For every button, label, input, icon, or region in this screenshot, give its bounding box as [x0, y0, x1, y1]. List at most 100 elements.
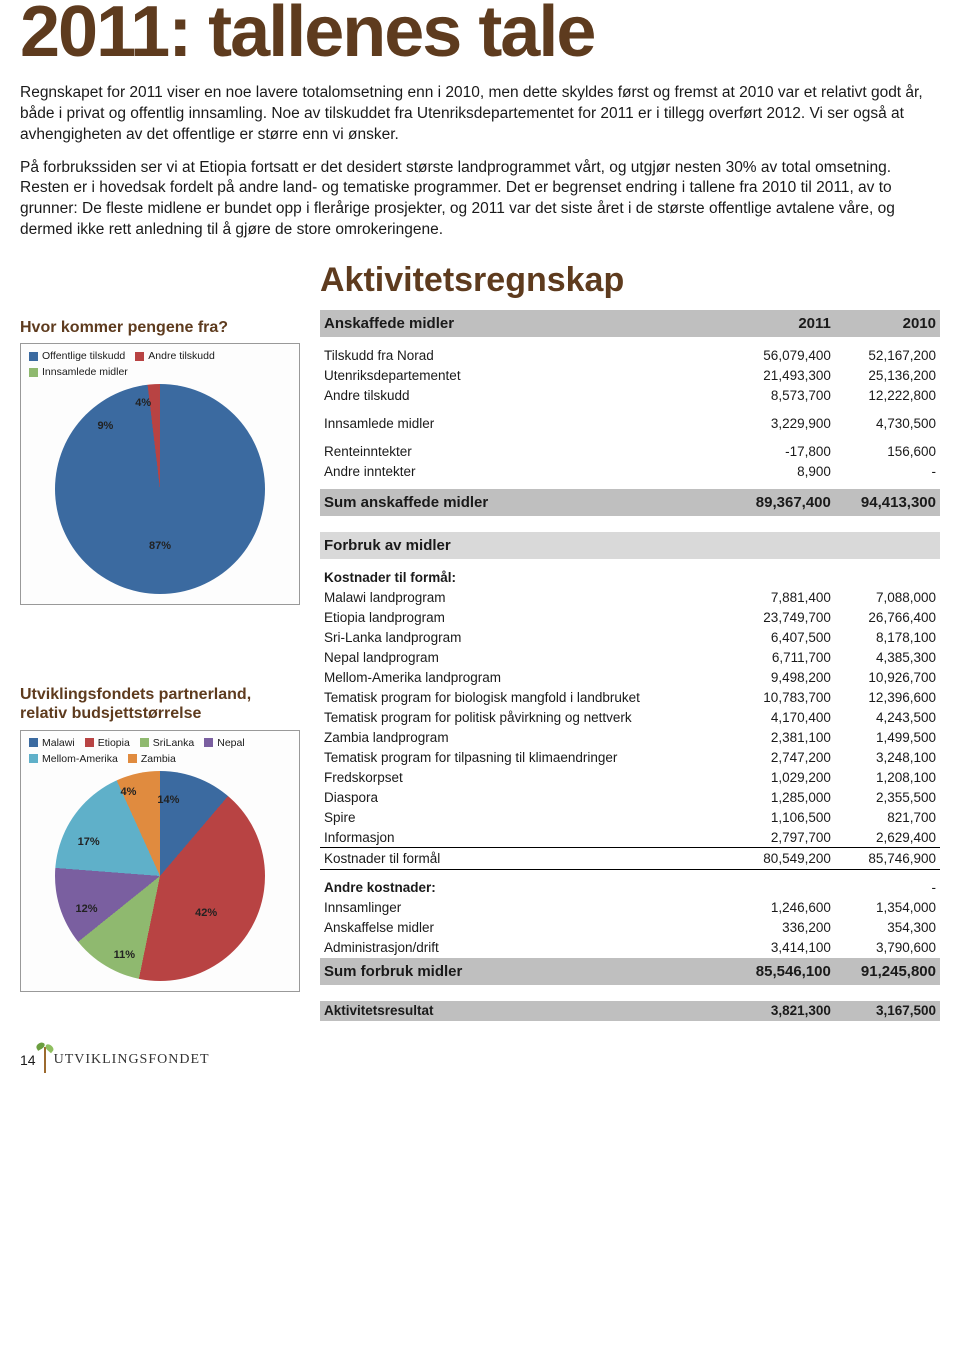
row-v2: 25,136,200	[835, 365, 940, 385]
legend-item: Offentlige tilskudd	[29, 350, 125, 362]
row-v2: 2,629,400	[835, 827, 940, 848]
pie-chart-sources: Offentlige tilskudd Andre tilskudd Innsaml…	[20, 343, 300, 605]
row-v2: 10,926,700	[835, 667, 940, 687]
kostnader-sum-label: Kostnader til formål	[320, 848, 730, 870]
row-v2: -	[835, 461, 940, 481]
table-header-row: Anskaffede midler 2011 2010	[320, 310, 940, 337]
row-v2: 12,222,800	[835, 385, 940, 405]
sum-forbruk-label: Sum forbruk midler	[320, 958, 730, 985]
row-v2: 8,178,100	[835, 627, 940, 647]
row-label: Etiopia landprogram	[320, 607, 730, 627]
row-v1: 6,407,500	[730, 627, 835, 647]
andre-dash: -	[835, 878, 940, 898]
page-footer: 14 UTVIKLINGSFONDET	[20, 1047, 940, 1073]
legend-item: Etiopia	[85, 737, 130, 749]
forbruk-label: Forbruk av midler	[320, 532, 940, 559]
pie-chart-partnerland: MalawiEtiopiaSriLankaNepalMellom-Amerika…	[20, 730, 300, 992]
row-label: Sri-Lanka landprogram	[320, 627, 730, 647]
pie-slice-label: 9%	[97, 420, 113, 432]
row-label: Mellom-Amerika landprogram	[320, 667, 730, 687]
result-v2: 3,167,500	[835, 1001, 940, 1021]
legend-item: Malawi	[29, 737, 75, 749]
header-label: Anskaffede midler	[320, 310, 730, 337]
row-v2: 3,790,600	[835, 938, 940, 958]
row-v1: 8,573,700	[730, 385, 835, 405]
row-v2: 4,385,300	[835, 647, 940, 667]
row-label: Andre tilskudd	[320, 385, 730, 405]
row-label: Tematisk program for politisk påvirkning…	[320, 707, 730, 727]
row-v2: 354,300	[835, 918, 940, 938]
row-v1: 10,783,700	[730, 687, 835, 707]
table-row: Andre inntekter8,900-	[320, 461, 940, 481]
legend-item: Innsamlede midler	[29, 366, 128, 378]
table-row: Spire1,106,500821,700	[320, 807, 940, 827]
row-v2: 7,088,000	[835, 587, 940, 607]
sum-v1: 89,367,400	[730, 489, 835, 516]
legend-item: SriLanka	[140, 737, 194, 749]
row-v2: 1,208,100	[835, 767, 940, 787]
table-row: Tilskudd fra Norad56,079,40052,167,200	[320, 345, 940, 365]
andre-subhead-row: Andre kostnader: -	[320, 878, 940, 898]
row-v1: 7,881,400	[730, 587, 835, 607]
row-v1: 2,747,200	[730, 747, 835, 767]
row-v2: 4,730,500	[835, 413, 940, 433]
table-row: Informasjon2,797,7002,629,400	[320, 827, 940, 848]
sum-forbruk-row: Sum forbruk midler 85,546,100 91,245,800	[320, 958, 940, 985]
table-row: Tematisk program for politisk påvirkning…	[320, 707, 940, 727]
row-v2: 821,700	[835, 807, 940, 827]
forbruk-header-row: Forbruk av midler	[320, 532, 940, 559]
row-label: Fredskorpset	[320, 767, 730, 787]
row-v1: 1,106,500	[730, 807, 835, 827]
table-row: Fredskorpset1,029,2001,208,100	[320, 767, 940, 787]
header-year-2: 2010	[835, 310, 940, 337]
row-v2: 26,766,400	[835, 607, 940, 627]
sources-question: Hvor kommer pengene fra?	[20, 319, 300, 337]
row-label: Zambia landprogram	[320, 727, 730, 747]
intro-paragraphs: Regnskapet for 2011 viser en noe lavere …	[20, 83, 940, 241]
legend-item: Nepal	[204, 737, 244, 749]
row-label: Renteinntekter	[320, 441, 730, 461]
andre-subhead: Andre kostnader:	[320, 878, 730, 898]
table-row: Zambia landprogram2,381,1001,499,500	[320, 727, 940, 747]
table-row: Utenriksdepartementet21,493,30025,136,20…	[320, 365, 940, 385]
table-row: Tematisk program for tilpasning til klim…	[320, 747, 940, 767]
section-heading: Aktivitetsregnskap	[320, 261, 940, 300]
pie-slice-label: 14%	[157, 794, 179, 806]
row-label: Diaspora	[320, 787, 730, 807]
left-column: Hvor kommer pengene fra? Offentlige tils…	[20, 261, 300, 1021]
pie-slice-label: 11%	[114, 949, 135, 961]
row-v1: 3,414,100	[730, 938, 835, 958]
pie-slice-label: 4%	[135, 397, 151, 409]
table-row: Innsamlinger1,246,6001,354,000	[320, 898, 940, 918]
row-v1: 2,381,100	[730, 727, 835, 747]
table-row: Diaspora1,285,0002,355,500	[320, 787, 940, 807]
table-row: Nepal landprogram6,711,7004,385,300	[320, 647, 940, 667]
row-v2: 156,600	[835, 441, 940, 461]
sum-forbruk-v2: 91,245,800	[835, 958, 940, 985]
row-label: Nepal landprogram	[320, 647, 730, 667]
row-label: Utenriksdepartementet	[320, 365, 730, 385]
legend-item: Andre tilskudd	[135, 350, 215, 362]
result-row: Aktivitetsresultat 3,821,300 3,167,500	[320, 1001, 940, 1021]
row-v1: -17,800	[730, 441, 835, 461]
pie-slice-label: 12%	[75, 903, 97, 915]
result-label: Aktivitetsresultat	[320, 1001, 730, 1021]
financial-table: Anskaffede midler 2011 2010 Tilskudd fra…	[320, 310, 940, 1021]
row-v1: 1,285,000	[730, 787, 835, 807]
pie-slice-label: 87%	[149, 540, 171, 552]
table-row: Malawi landprogram7,881,4007,088,000	[320, 587, 940, 607]
pie-slice-label: 42%	[195, 907, 217, 919]
row-label: Tematisk program for biologisk mangfold …	[320, 687, 730, 707]
row-v2: 2,355,500	[835, 787, 940, 807]
partnerland-question: Utviklingsfondets partnerland, relativ b…	[20, 685, 300, 723]
row-label: Tematisk program for tilpasning til klim…	[320, 747, 730, 767]
page-title: 2011: tallenes tale	[20, 0, 940, 65]
row-v1: 23,749,700	[730, 607, 835, 627]
header-year-1: 2011	[730, 310, 835, 337]
table-row: Andre tilskudd8,573,70012,222,800	[320, 385, 940, 405]
table-row: Anskaffelse midler336,200354,300	[320, 918, 940, 938]
row-v2: 4,243,500	[835, 707, 940, 727]
row-v1: 1,029,200	[730, 767, 835, 787]
row-v1: 21,493,300	[730, 365, 835, 385]
page-number: 14	[20, 1052, 36, 1068]
